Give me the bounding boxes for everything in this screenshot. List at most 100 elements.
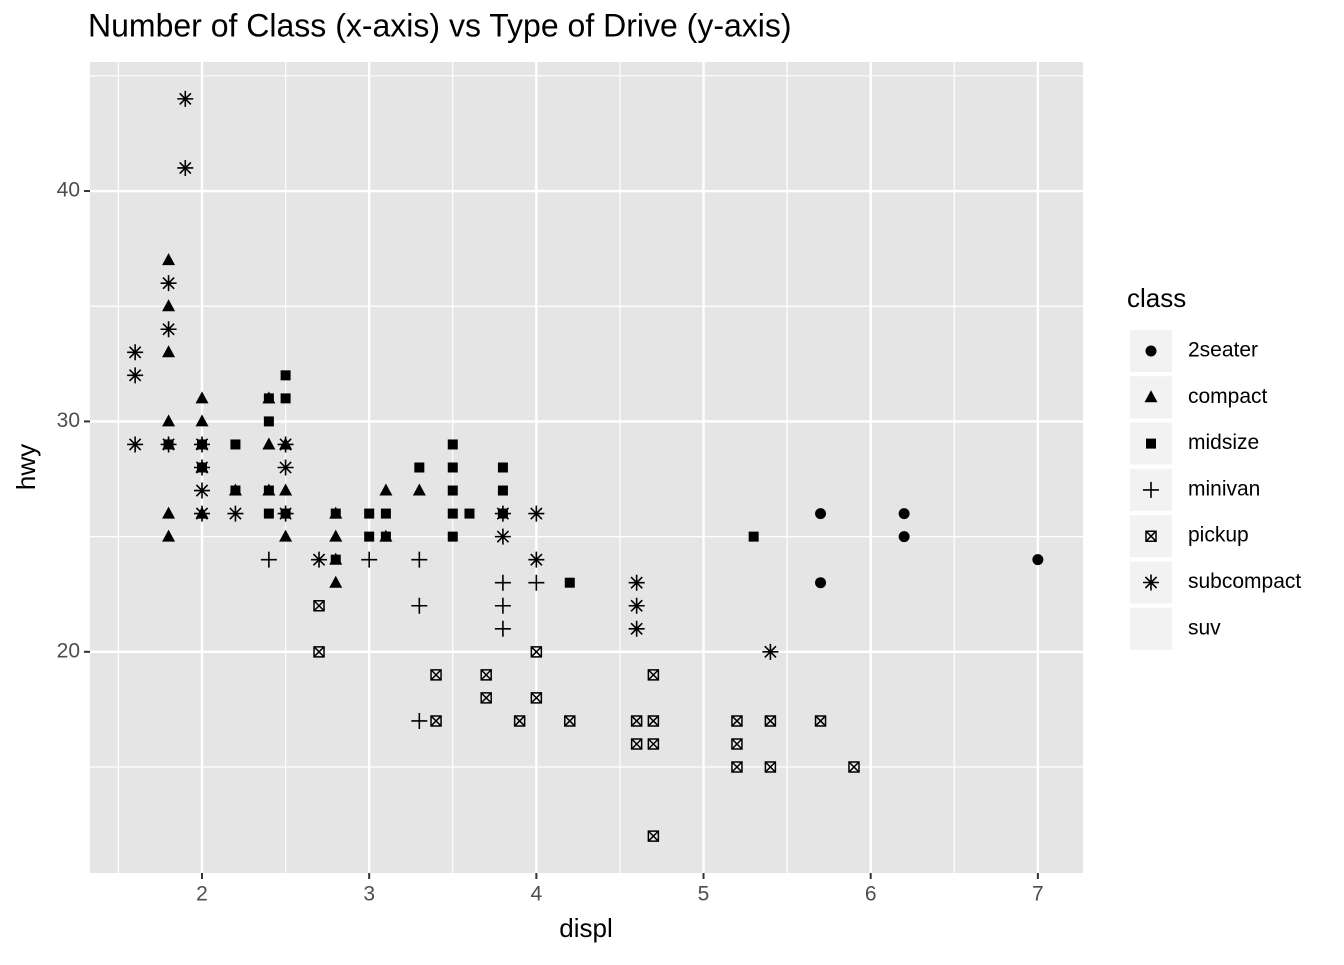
x-axis-label: displ (559, 913, 612, 943)
point (364, 508, 375, 519)
point (564, 577, 575, 588)
point (815, 508, 827, 520)
point (230, 485, 241, 496)
point (630, 738, 643, 750)
point (195, 414, 209, 427)
point (628, 574, 645, 591)
point (815, 577, 827, 589)
legend-symbol (1144, 390, 1158, 403)
point (194, 505, 211, 522)
x-tick-label: 3 (363, 883, 375, 906)
y-tick-label: 30 (57, 409, 80, 432)
y-tick-label: 40 (57, 179, 80, 202)
point (762, 643, 779, 660)
point (731, 715, 743, 727)
x-tick-label: 4 (531, 883, 543, 906)
point (329, 529, 343, 542)
point (380, 508, 391, 519)
point (628, 597, 645, 614)
point (177, 159, 194, 176)
point (277, 459, 294, 476)
point (263, 508, 274, 519)
point (361, 551, 378, 568)
legend-title: class (1127, 283, 1186, 313)
point (313, 646, 325, 658)
point (280, 370, 291, 381)
x-tick-label: 2 (196, 883, 208, 906)
point (447, 439, 458, 450)
point (731, 738, 743, 750)
point (313, 599, 325, 612)
point (447, 508, 458, 519)
legend-symbol (1143, 481, 1159, 498)
point (764, 715, 777, 727)
point (263, 393, 274, 404)
point (162, 345, 176, 358)
legend-label: pickup (1188, 524, 1249, 547)
y-axis-label: hwy (11, 444, 41, 490)
legend-key (1130, 607, 1172, 650)
y-tick-label: 20 (57, 639, 80, 662)
point (530, 692, 543, 704)
point (127, 436, 144, 453)
point (162, 253, 176, 266)
point (411, 551, 428, 568)
point (330, 508, 341, 519)
point (530, 646, 543, 658)
point (494, 505, 511, 522)
point (447, 462, 458, 473)
point (411, 597, 428, 614)
point (412, 483, 426, 496)
panel (90, 62, 1083, 873)
point (311, 551, 328, 568)
point (731, 761, 743, 773)
point (127, 344, 144, 361)
point (898, 508, 910, 520)
point (160, 275, 177, 292)
legend-label: midsize (1188, 431, 1259, 454)
point (528, 574, 545, 591)
point (480, 692, 492, 704)
point (414, 462, 425, 473)
point (127, 367, 144, 384)
point (329, 575, 343, 588)
point (447, 485, 458, 496)
point (564, 715, 576, 727)
point (528, 505, 545, 522)
legend-label: suv (1188, 616, 1221, 639)
x-tick-label: 7 (1032, 883, 1044, 906)
x-tick-label: 6 (865, 883, 877, 906)
point (748, 531, 759, 542)
point (177, 90, 194, 107)
legend-symbol (1143, 574, 1159, 591)
point (464, 508, 475, 519)
x-tick-label: 5 (698, 883, 710, 906)
legend-symbol (1145, 345, 1157, 357)
point (160, 436, 177, 453)
legend-label: subcompact (1188, 570, 1301, 593)
chart-title: Number of Class (x-axis) vs Type of Driv… (88, 7, 792, 43)
point (195, 391, 209, 404)
point (814, 715, 827, 727)
point (1032, 554, 1044, 566)
point (162, 414, 176, 427)
point (430, 669, 442, 681)
point (494, 620, 511, 637)
point (494, 597, 511, 614)
point (497, 462, 508, 473)
point (848, 761, 860, 773)
point (280, 393, 291, 404)
point (379, 483, 393, 496)
point (447, 531, 458, 542)
legend-label: minivan (1188, 477, 1260, 500)
point (279, 483, 293, 496)
point (380, 531, 391, 542)
point (480, 669, 492, 681)
point (277, 505, 294, 522)
point (194, 459, 211, 476)
point (162, 299, 176, 312)
point (630, 715, 643, 727)
point (647, 715, 660, 727)
point (162, 529, 176, 542)
